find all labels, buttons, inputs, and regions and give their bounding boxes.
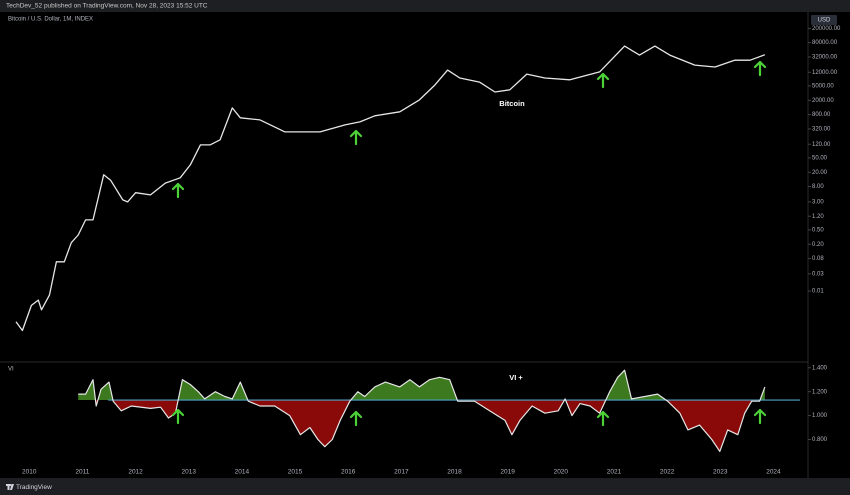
arrows	[171, 60, 767, 427]
y-tick-label: 800.00	[812, 112, 831, 118]
x-tick-label: 2020	[554, 469, 569, 476]
arrow	[171, 182, 185, 199]
y-tick-label: 12000.00	[812, 70, 838, 76]
footer-brand[interactable]: TradingView	[16, 484, 52, 491]
x-tick-label: 2016	[341, 469, 356, 476]
y-tick-label: 8.00	[812, 184, 824, 190]
y-tick-label: 0.800	[812, 437, 828, 443]
y-tick-label: 200000.00	[812, 26, 841, 32]
x-tick-label: 2010	[22, 469, 37, 476]
y-tick-label: 5000.00	[812, 84, 834, 90]
y-tick-label: 0.01	[812, 289, 824, 295]
area-fill-below	[78, 400, 765, 452]
arrow	[753, 60, 767, 77]
footer-logo[interactable]: TradingView	[6, 484, 52, 491]
y-tick-label: 1.400	[812, 365, 828, 371]
y-tick-label: 50.00	[812, 156, 828, 162]
currency-box[interactable]	[811, 15, 837, 25]
y-tick-label: 1.000	[812, 413, 828, 419]
y-tick-label: 0.03	[812, 271, 824, 277]
y-tick-label: 80000.00	[812, 40, 838, 46]
x-tick-label: 2023	[713, 469, 728, 476]
publish-info: TechDev_52 published on TradingView.com,…	[6, 3, 208, 10]
y-tick-label: 3.00	[812, 199, 824, 205]
y-tick-label: 0.20	[812, 242, 824, 248]
arrow	[596, 410, 610, 427]
price-line	[15, 45, 766, 332]
header-bar	[0, 0, 850, 12]
x-tick-label: 2015	[288, 469, 303, 476]
y-tick-label: 120.00	[812, 142, 831, 148]
logo-mark[interactable]	[6, 484, 14, 490]
x-tick-label: 2018	[447, 469, 462, 476]
indicator-title: VI	[8, 367, 14, 373]
y-tick-label: 320.00	[812, 127, 831, 133]
indicator-annotation: VI +	[509, 373, 523, 382]
y-tick-label: 20.00	[812, 170, 828, 176]
y-tick-label: 2000.00	[812, 98, 834, 104]
x-tick-label: 2017	[394, 469, 409, 476]
area-fill-above	[78, 370, 765, 401]
y-tick-label: 0.08	[812, 256, 824, 262]
arrow	[171, 408, 185, 425]
plot: 200000.00 80000.00 32000.00 12000.00 5000.00…	[15, 26, 841, 476]
footer-bar	[0, 478, 850, 495]
price-annotation: Bitcoin	[499, 99, 525, 108]
arrow	[596, 72, 610, 89]
y-tick-label: 1.20	[812, 214, 824, 220]
x-tick-label: 2011	[75, 469, 89, 476]
y-tick-label: 1.200	[812, 389, 828, 395]
symbol-title: Bitcoin / U.S. Dollar, 1M, INDEX	[8, 17, 93, 23]
indicator-line	[78, 369, 766, 452]
x-tick-label: 2014	[235, 469, 250, 476]
x-tick-label: 2012	[128, 469, 143, 476]
x-tick-label: 2021	[607, 469, 622, 476]
y-tick-label: 32000.00	[812, 55, 838, 61]
x-tick-label: 2013	[181, 469, 196, 476]
arrow	[349, 410, 363, 427]
currency-label[interactable]: USD	[818, 18, 831, 24]
arrow	[349, 129, 363, 146]
y-tick-label: 0.50	[812, 227, 824, 233]
x-tick-label: 2022	[660, 469, 675, 476]
arrow	[753, 408, 767, 425]
x-tick-label: 2019	[500, 469, 515, 476]
x-tick-label: 2024	[766, 469, 781, 476]
